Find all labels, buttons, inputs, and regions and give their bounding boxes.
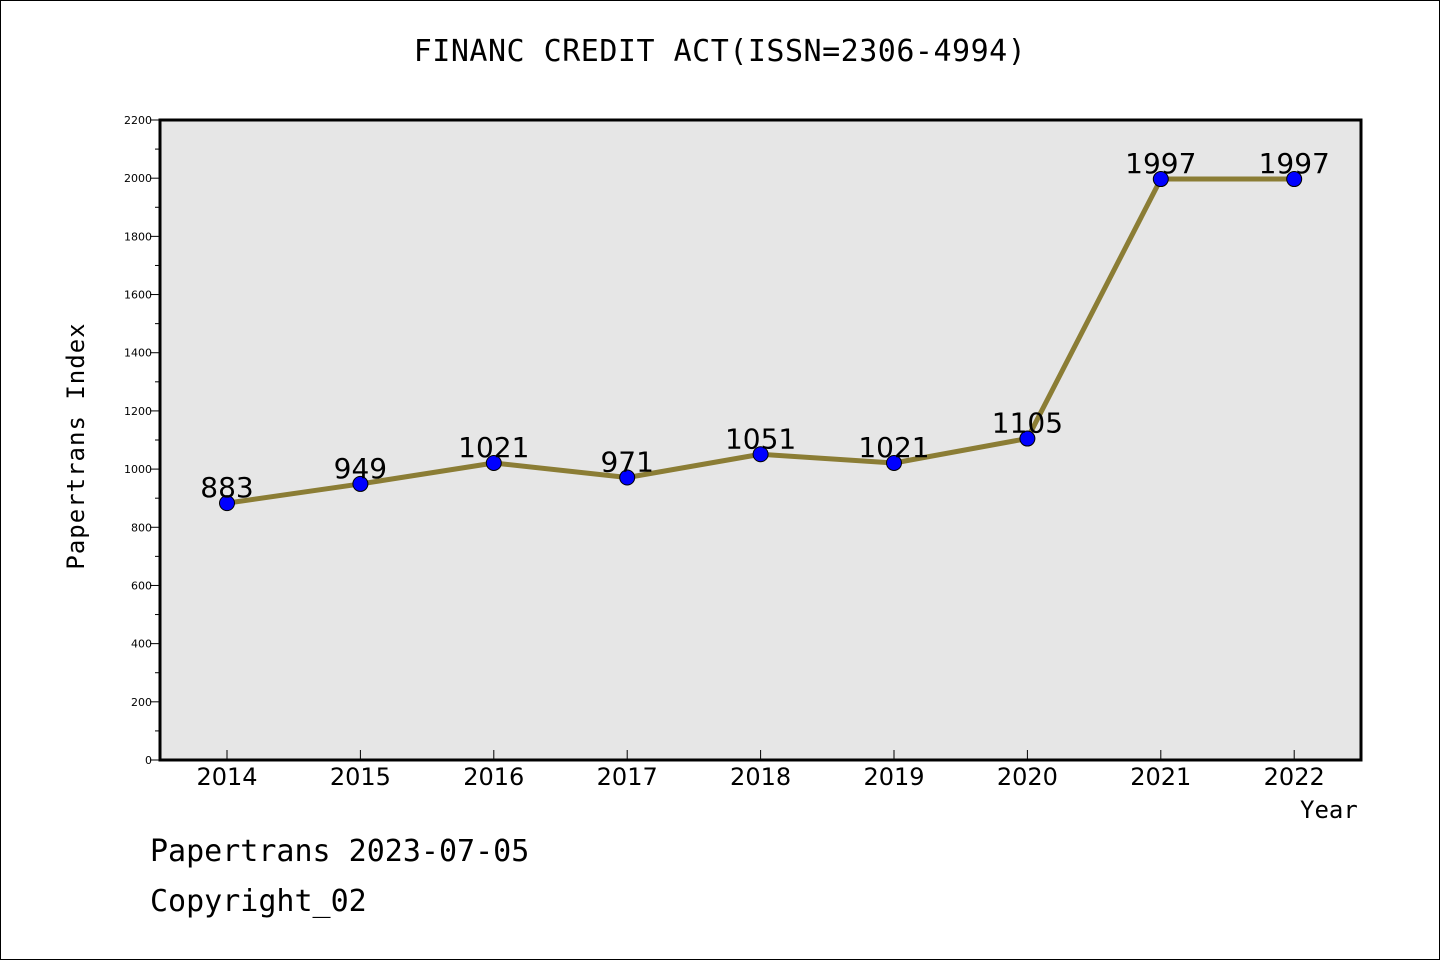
x-tick-label: 2022 <box>1264 763 1325 791</box>
x-tick-label: 2014 <box>196 763 257 791</box>
data-label: 1051 <box>725 422 796 455</box>
data-point <box>752 446 769 463</box>
y-tick-label: 1800 <box>124 230 152 243</box>
y-tick-label: 200 <box>131 696 152 709</box>
data-label: 1021 <box>858 431 929 464</box>
x-tick-label: 2015 <box>330 763 391 791</box>
data-point <box>1019 430 1036 447</box>
y-tick-label: 1600 <box>124 289 152 302</box>
y-tick-label: 0 <box>145 754 152 767</box>
data-point <box>1286 171 1303 188</box>
x-tick-label: 2016 <box>463 763 524 791</box>
data-point <box>352 475 369 492</box>
y-tick-label: 1000 <box>124 463 152 476</box>
data-label: 1997 <box>1125 147 1196 180</box>
data-label: 971 <box>600 446 653 479</box>
x-axis: 2014 2015 2016 2017 2018 2019 2020 2021 2022 <box>196 750 1325 791</box>
data-label: 1021 <box>458 431 529 464</box>
chart-title: FINANC CREDIT ACT(ISSN=2306-4994) <box>413 34 1027 69</box>
data-point <box>886 454 902 471</box>
y-tick-label: 1400 <box>124 347 152 360</box>
plot-border <box>158 118 1363 762</box>
footer-copyright: Copyright_02 <box>150 884 367 919</box>
x-axis-label: Year <box>1300 796 1358 824</box>
data-label: 1997 <box>1259 147 1330 180</box>
data-label: 949 <box>334 452 387 485</box>
data-label: 1105 <box>992 407 1063 440</box>
x-tick-label: 2021 <box>1130 763 1191 791</box>
data-label: 883 <box>200 471 253 504</box>
data-point <box>619 469 636 486</box>
series-group: 883 949 1021 971 1051 1021 1105 1997 1997 <box>200 147 1330 512</box>
y-axis: 0 200 400 600 800 1000 1200 1400 1600 1800 2000 220… <box>124 114 160 767</box>
x-tick-label: 2017 <box>597 763 658 791</box>
y-tick-label: 2000 <box>124 172 152 185</box>
y-tick-label: 400 <box>131 638 152 651</box>
data-point <box>485 454 502 471</box>
x-tick-label: 2020 <box>997 763 1058 791</box>
y-tick-label: 1200 <box>124 405 152 418</box>
y-tick-label: 600 <box>131 579 152 592</box>
y-tick-label: 2200 <box>124 114 152 127</box>
x-tick-label: 2019 <box>863 763 924 791</box>
data-point <box>219 495 235 512</box>
plot-area <box>160 120 1361 760</box>
y-tick-label: 800 <box>131 521 152 534</box>
data-point <box>1152 171 1169 188</box>
footer-source: Papertrans 2023-07-05 <box>150 834 530 869</box>
x-tick-label: 2018 <box>730 763 791 791</box>
